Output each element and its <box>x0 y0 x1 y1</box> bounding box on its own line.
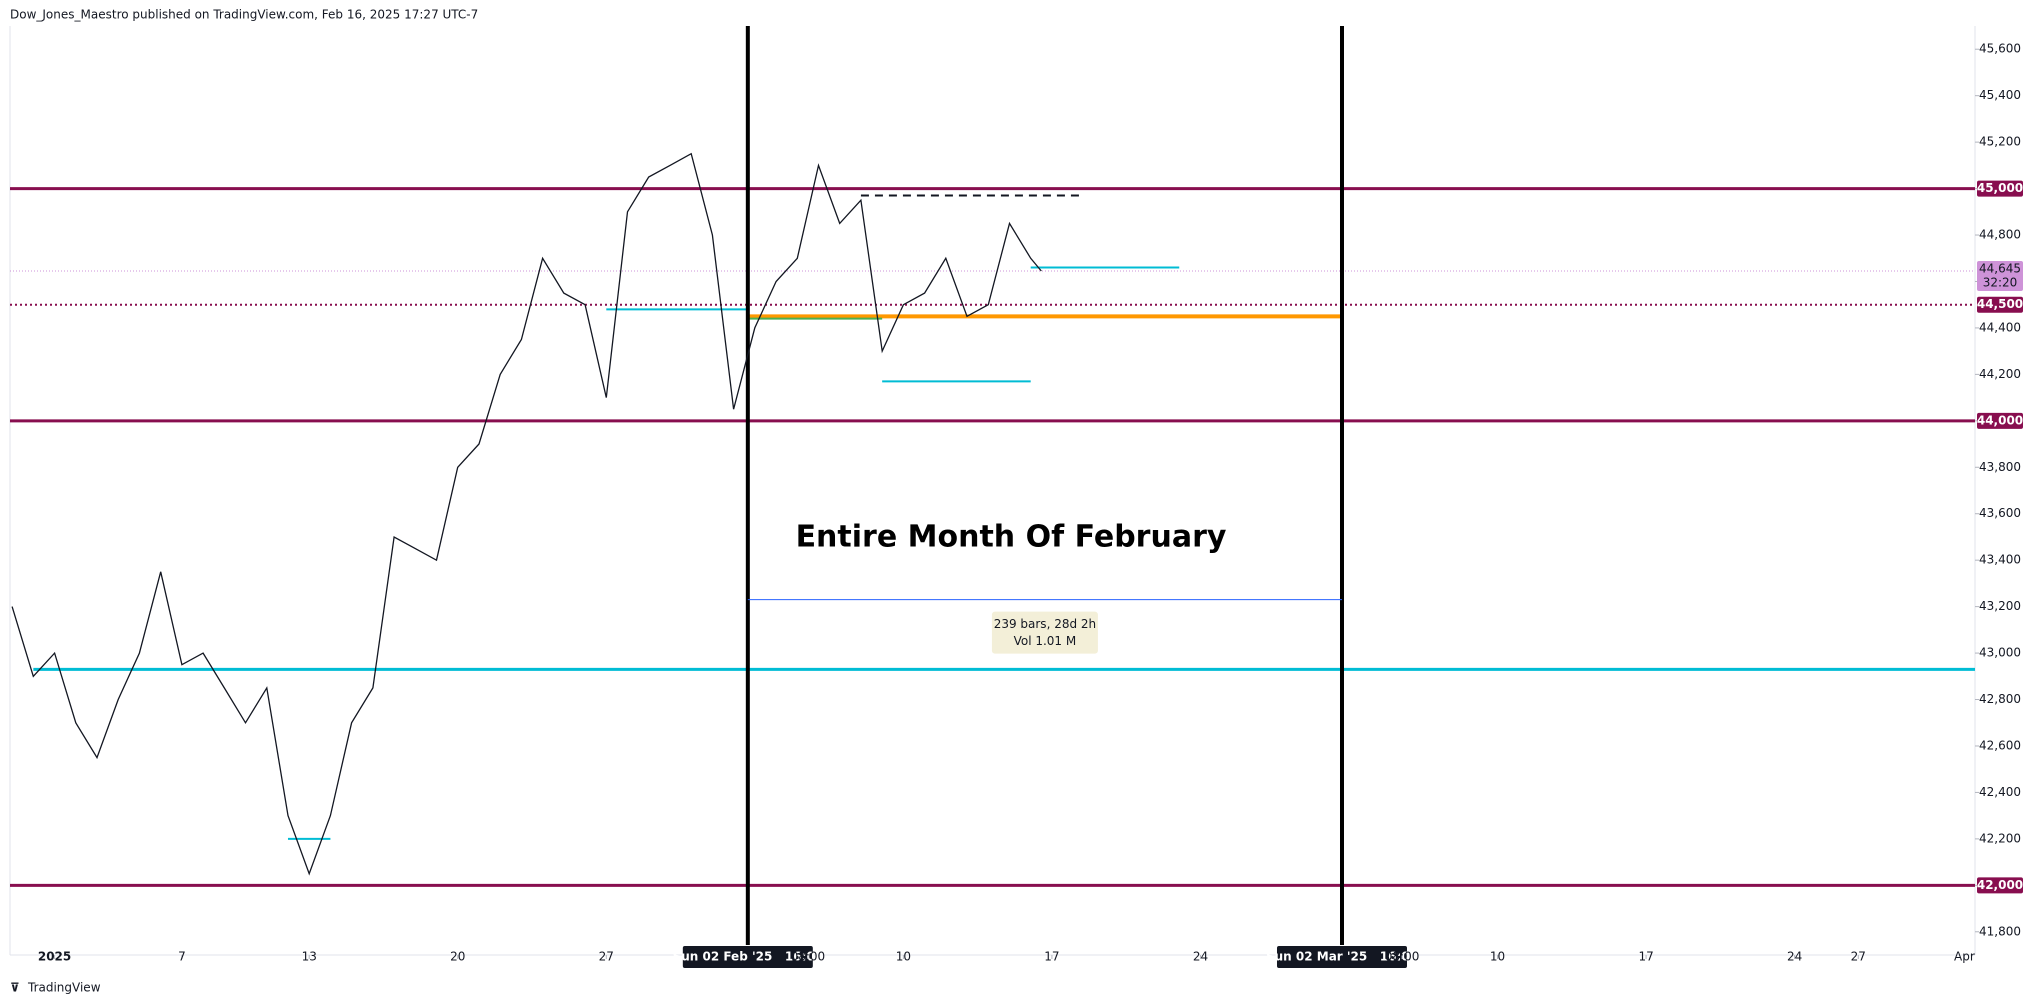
y-tick-label: 42,600 <box>1979 738 2021 752</box>
x-tick-label: 24 <box>1787 950 1802 964</box>
y-tick-label: 43,000 <box>1979 646 2021 660</box>
level-label-bg <box>1977 877 2023 894</box>
x-tick-label: 10 <box>896 950 911 964</box>
logo: ⊽ TradingView <box>10 981 101 995</box>
level-label-bg <box>1977 180 2023 197</box>
x-tick-highlight <box>682 946 813 968</box>
y-tick-label: 44,400 <box>1979 320 2021 334</box>
x-tick-label: 13 <box>302 950 317 964</box>
x-tick-label: 08:00 <box>791 950 826 964</box>
last-price-bg <box>1977 261 2023 292</box>
countdown: 32:20 <box>1983 276 2018 290</box>
x-tick-label: 2025 <box>38 950 71 964</box>
x-tick-label: Sun 02 Feb '25 16:00 <box>673 950 824 964</box>
y-tick-label: 42,400 <box>1979 785 2021 799</box>
x-tick-label: 24 <box>1193 950 1208 964</box>
logo-mark: ⊽ <box>10 981 20 995</box>
y-tick-label: 43,600 <box>1979 506 2021 520</box>
level-label-bg <box>1977 412 2023 429</box>
x-tick-label: 27 <box>1851 950 1866 964</box>
x-tick-label: 27 <box>599 950 614 964</box>
y-tick-label: 41,800 <box>1979 924 2021 938</box>
measure-box <box>991 611 1098 654</box>
x-tick-label: Sun 02 Mar '25 16:00 <box>1266 950 1418 964</box>
x-tick-label: 10 <box>1490 950 1505 964</box>
last-price-label: 44,645 <box>1979 262 2021 276</box>
footer: TradingView <box>27 981 101 995</box>
annotation: Entire Month Of February <box>796 520 1227 555</box>
x-tick-label: Apr <box>1954 950 1975 964</box>
level-label: 44,500 <box>1977 297 2023 311</box>
x-tick-label: 20 <box>450 950 465 964</box>
y-tick-label: 43,400 <box>1979 553 2021 567</box>
x-tick-label: 17 <box>1638 950 1653 964</box>
y-tick-label: 45,600 <box>1979 42 2021 56</box>
header: Dow_Jones_Maestro published on TradingVi… <box>10 8 478 22</box>
price-line <box>11 152 1042 876</box>
x-tick-label: 08:00 <box>1385 950 1420 964</box>
x-tick-label: 7 <box>178 950 186 964</box>
level-label: 42,000 <box>1977 878 2023 892</box>
y-tick-label: 42,800 <box>1979 692 2021 706</box>
y-tick-label: 45,200 <box>1979 135 2021 149</box>
measure-line1: 239 bars, 28d 2h <box>994 617 1096 631</box>
y-tick-label: 43,800 <box>1979 460 2021 474</box>
y-tick-label: 43,200 <box>1979 599 2021 613</box>
x-tick-highlight <box>1276 946 1407 968</box>
y-tick-label: 42,200 <box>1979 831 2021 845</box>
y-tick-label: 44,800 <box>1979 228 2021 242</box>
y-tick-label: 45,400 <box>1979 88 2021 102</box>
level-label: 45,000 <box>1977 181 2023 195</box>
level-label: 44,000 <box>1977 413 2023 427</box>
y-tick-label: 44,200 <box>1979 367 2021 381</box>
x-tick-label: 17 <box>1044 950 1059 964</box>
measure-line2: Vol 1.01 M <box>1014 634 1077 648</box>
level-label-bg <box>1977 296 2023 313</box>
